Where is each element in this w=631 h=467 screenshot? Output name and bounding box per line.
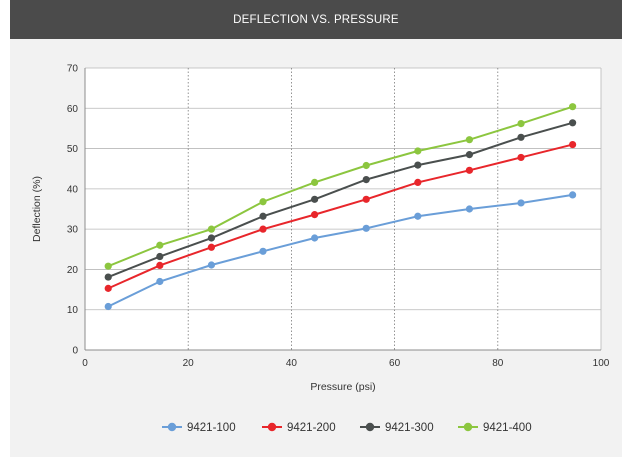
data-point — [465, 151, 474, 159]
data-point — [259, 247, 267, 255]
series-9421-300 — [104, 119, 577, 281]
series-9421-400 — [104, 103, 577, 270]
legend-item-9421-300: 9421-300 — [360, 422, 434, 434]
data-point — [517, 119, 525, 128]
data-point — [207, 234, 216, 242]
legend-marker — [267, 422, 277, 432]
data-point — [104, 284, 112, 292]
plot-area — [85, 68, 601, 350]
y-tick-label: 70 — [67, 64, 79, 75]
y-tick-label: 40 — [67, 184, 79, 195]
data-point — [311, 211, 319, 219]
y-tick-label: 50 — [67, 144, 79, 155]
data-point — [362, 161, 370, 170]
data-point — [569, 119, 577, 127]
x-tick-label: 0 — [82, 358, 88, 369]
data-point — [104, 273, 112, 281]
series-line — [107, 121, 573, 279]
y-tick-label: 60 — [67, 104, 79, 115]
data-point — [517, 153, 525, 162]
data-point — [311, 178, 319, 187]
x-tick-label: 20 — [183, 358, 195, 369]
data-point — [156, 261, 164, 269]
data-point — [465, 166, 474, 174]
data-point — [362, 175, 370, 184]
data-point — [569, 140, 577, 149]
chart-grid — [84, 67, 602, 351]
data-point — [465, 136, 474, 144]
y-tick-label: 0 — [72, 346, 78, 357]
data-point — [259, 198, 267, 206]
chart-series — [104, 103, 577, 311]
data-point — [414, 212, 422, 220]
data-point — [156, 241, 164, 249]
y-tick-label: 20 — [67, 265, 79, 276]
x-tick-label: 80 — [492, 358, 504, 369]
data-point — [569, 103, 577, 111]
y-tick-label: 30 — [67, 225, 79, 236]
series-line — [107, 143, 573, 290]
legend-marker — [463, 422, 473, 432]
data-point — [207, 243, 216, 251]
data-point — [517, 199, 525, 207]
data-point — [517, 133, 525, 141]
x-tick-label: 40 — [286, 358, 298, 369]
data-point — [104, 262, 112, 270]
x-tick-label: 100 — [593, 358, 610, 369]
chart-legend: 9421-100 9421-200 9421-300 9421-400 — [162, 422, 532, 434]
y-axis-label: Deflection (%) — [31, 176, 43, 242]
data-point — [414, 178, 422, 187]
legend-marker — [365, 422, 375, 432]
x-tick-label: 60 — [389, 358, 401, 369]
y-tick-label: 10 — [67, 305, 79, 316]
data-point — [311, 234, 319, 242]
legend-label: 9421-100 — [187, 422, 236, 434]
legend-label: 9421-400 — [483, 422, 532, 434]
series-line — [107, 105, 573, 268]
data-point — [414, 161, 422, 169]
data-point — [207, 261, 216, 269]
legend-label: 9421-200 — [287, 422, 336, 434]
legend-marker — [167, 422, 177, 432]
data-point — [104, 302, 112, 311]
data-point — [414, 147, 422, 155]
legend-item-9421-200: 9421-200 — [262, 422, 336, 434]
data-point — [311, 195, 319, 203]
data-point — [259, 225, 267, 233]
legend-label: 9421-300 — [385, 422, 434, 434]
axis-ticks: 0 10 20 30 40 50 60 70 0 20 40 60 80 100 — [67, 64, 610, 370]
legend-item-9421-100: 9421-100 — [162, 422, 236, 434]
data-point — [465, 205, 474, 213]
series-9421-100 — [104, 191, 577, 311]
series-line — [107, 193, 573, 308]
x-axis-label: Pressure (psi) — [310, 381, 375, 393]
data-point — [362, 195, 370, 203]
data-point — [362, 224, 370, 232]
legend-item-9421-400: 9421-400 — [458, 422, 532, 434]
data-point — [207, 225, 216, 233]
chart-title: DEFLECTION VS. PRESSURE — [10, 0, 622, 39]
data-point — [156, 252, 164, 261]
data-point — [569, 191, 577, 199]
data-point — [259, 212, 267, 220]
data-point — [156, 277, 164, 286]
series-9421-200 — [104, 140, 577, 292]
